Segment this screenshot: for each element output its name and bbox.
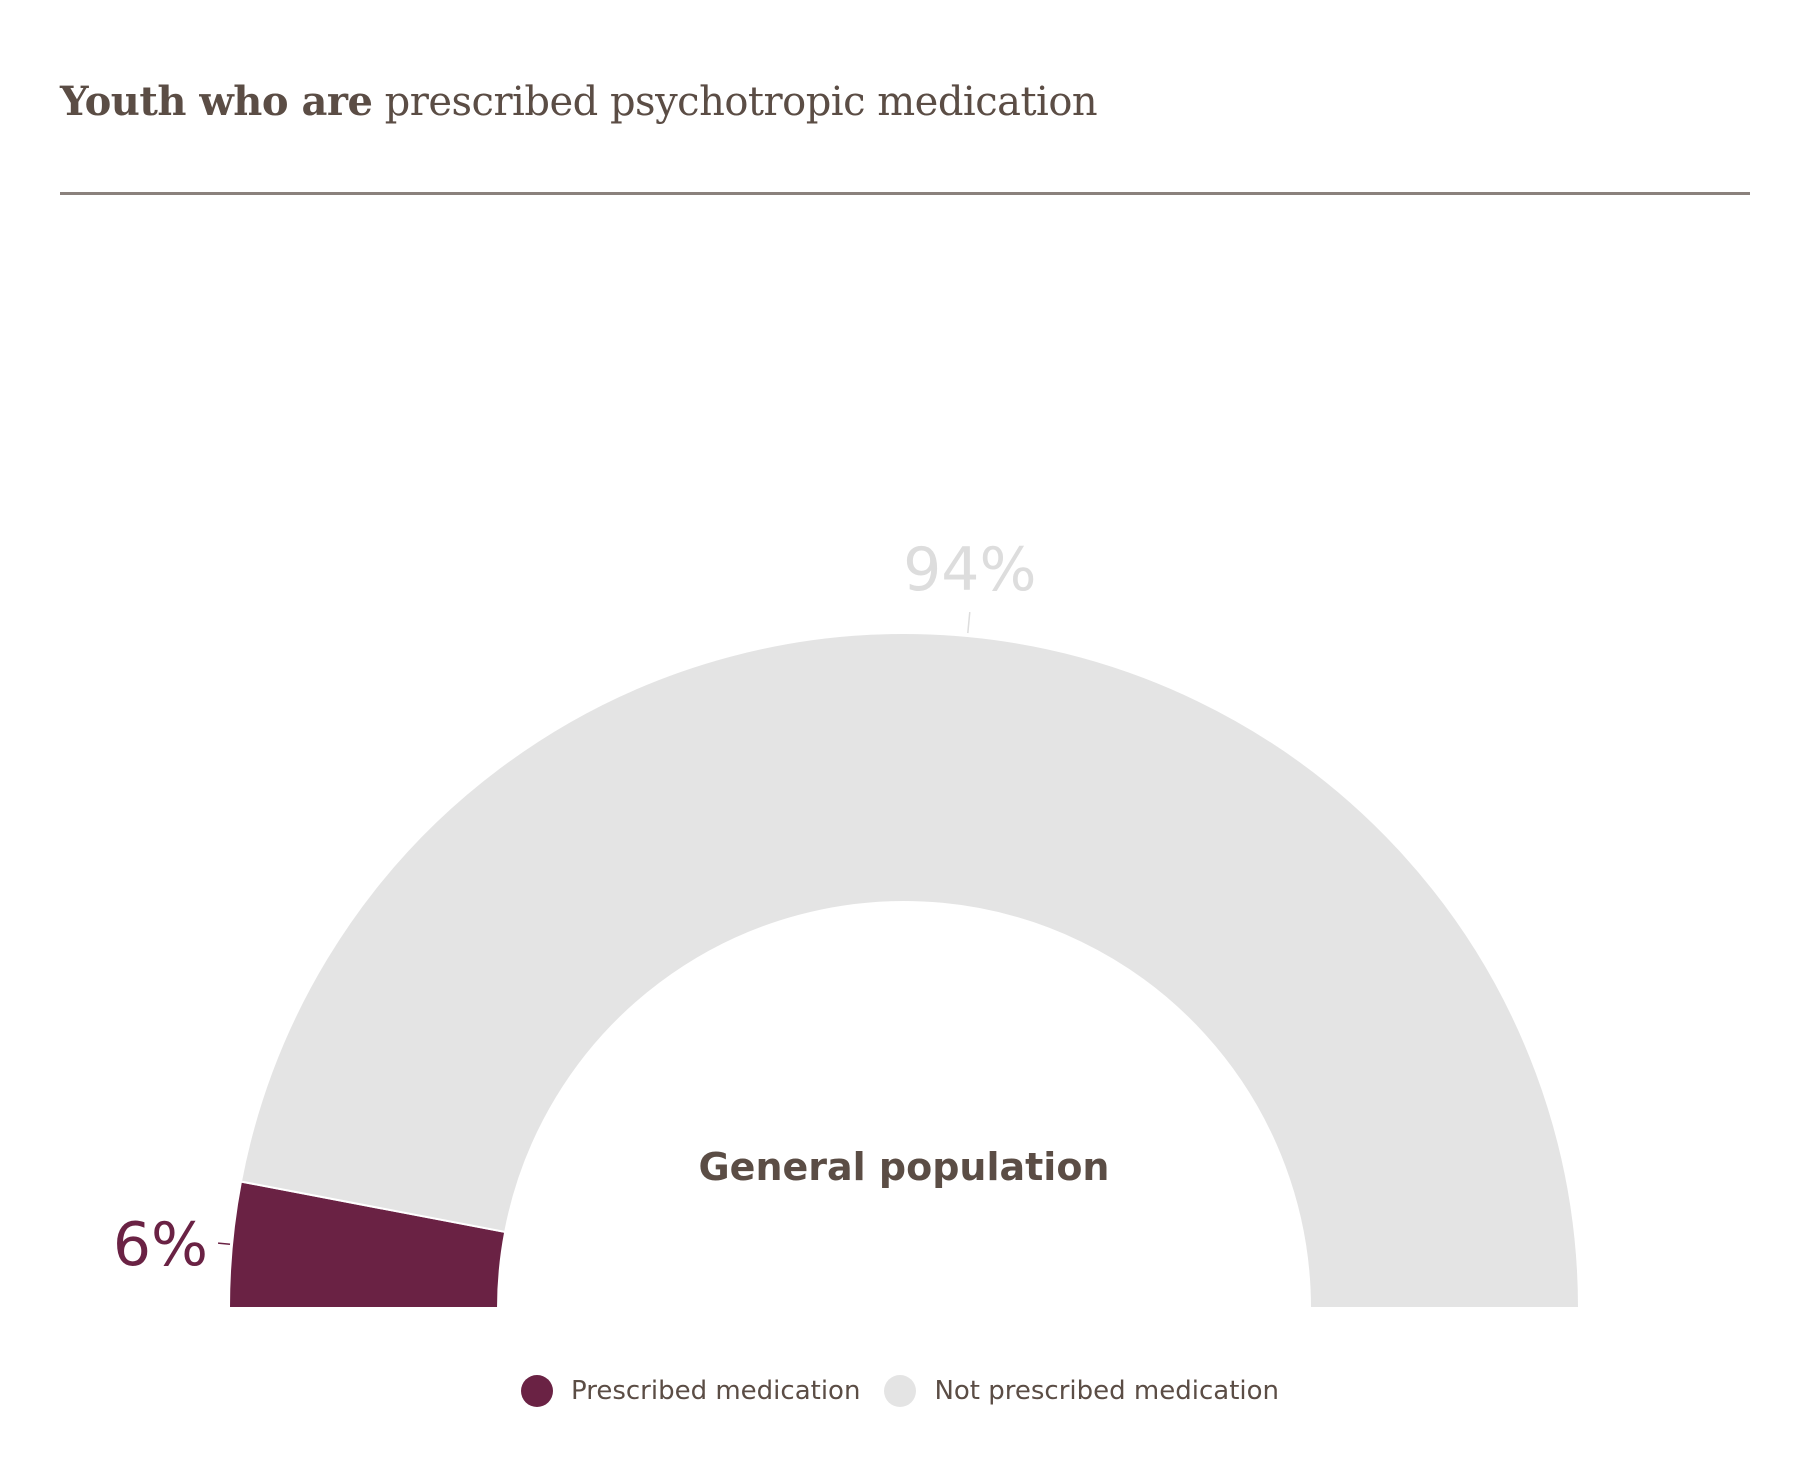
- legend-item-prescribed-medication[interactable]: Prescribed medication: [521, 1375, 860, 1407]
- legend-item-not-prescribed-medication[interactable]: Not prescribed medication: [884, 1375, 1279, 1407]
- legend-marker: [884, 1375, 917, 1407]
- data-label-connector: [217, 1242, 231, 1246]
- legend-label: Prescribed medication: [571, 1376, 861, 1406]
- chart-legend: Prescribed medication Not prescribed medi…: [0, 1375, 1800, 1407]
- legend-label: Not prescribed medication: [934, 1376, 1279, 1406]
- data-label-not-prescribed-medication: 94%: [903, 535, 1036, 605]
- title-regular-part: prescribed psychotropic medication: [384, 79, 1098, 125]
- slice-not-prescribed-medication[interactable]: [239, 632, 1581, 1309]
- center-label: General population: [698, 1145, 1109, 1189]
- chart-title: Youth who are prescribed psychotropic me…: [60, 78, 1098, 125]
- title-divider: [60, 192, 1750, 195]
- legend-marker: [521, 1375, 553, 1407]
- data-label-prescribed-medication: 6%: [113, 1210, 208, 1280]
- data-label-connector: [967, 612, 971, 634]
- title-bold-part: Youth who are: [60, 78, 373, 125]
